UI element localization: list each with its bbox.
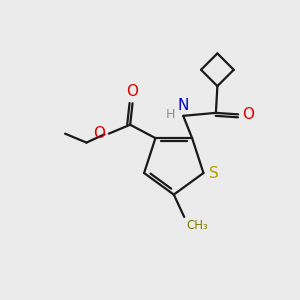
Text: O: O [93, 126, 105, 141]
Text: H: H [166, 108, 175, 121]
Text: S: S [209, 166, 219, 181]
Text: CH₃: CH₃ [187, 219, 208, 232]
Text: O: O [242, 107, 254, 122]
Text: N: N [178, 98, 189, 113]
Text: O: O [127, 84, 139, 99]
